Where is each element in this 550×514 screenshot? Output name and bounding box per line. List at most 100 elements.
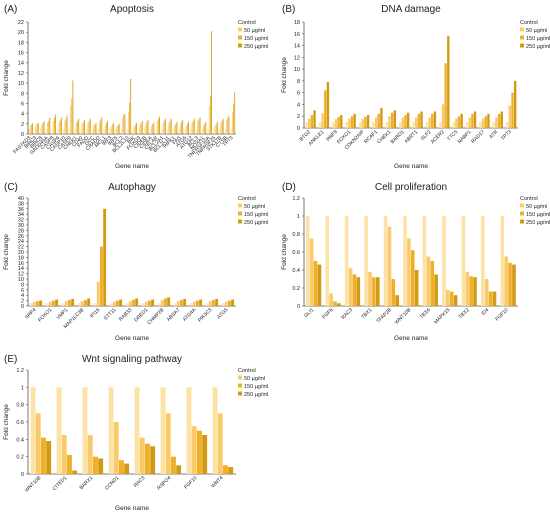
- legend-entry: 50 µg/ml: [244, 204, 265, 210]
- bar-rnf8-0: [332, 122, 335, 128]
- bar-slf2-3: [433, 111, 437, 128]
- chart-panel-0: (A) Apoptosis 0 2 4 6 8 10 12 14 16 18 20 22 Fold chan…: [3, 4, 268, 170]
- bar-bard1-2: [404, 115, 407, 128]
- bar-ripk1-1: [174, 125, 176, 134]
- bar-bik-0: [132, 128, 134, 134]
- bar-fgf6-1: [329, 293, 333, 306]
- bar-cradd-2: [100, 119, 102, 134]
- x-tick-label: RAD17: [470, 129, 486, 145]
- x-tick-label: VMP1: [56, 307, 70, 321]
- bar-bcl3-0: [196, 128, 197, 134]
- bar-fas-3: [182, 119, 184, 134]
- bar-chek1-1: [75, 122, 77, 134]
- bar-cideb-1: [145, 124, 147, 134]
- bars: [305, 216, 516, 306]
- bar-map1lc3b-3: [87, 298, 91, 306]
- bar-dcc-3: [95, 122, 97, 134]
- bar-atg5-1: [185, 125, 187, 134]
- bar-barx1-3: [98, 458, 104, 474]
- panel-label: (B): [282, 4, 295, 15]
- x-tick-label: STT11: [103, 307, 118, 322]
- bar-acer2-2: [444, 63, 447, 128]
- bar-bcl2l10-2: [129, 102, 130, 134]
- chart-panel-1: (B) DNA damage 0 2 4 6 8 10 12 14 16 18 Fold change B…: [281, 4, 550, 170]
- x-tick-label: FGF10: [183, 475, 198, 490]
- y-tick-label: 24: [18, 239, 24, 245]
- bar-chek1-3: [393, 110, 396, 128]
- bar-vmp1-2: [68, 300, 71, 306]
- legend: Control 50 µg/ml 150 µg/ml 250 µg/ml: [238, 196, 268, 226]
- panel-label: (E): [4, 354, 17, 365]
- bar-tp73-3: [513, 80, 517, 128]
- legend-entry: 150 µg/ml: [244, 212, 268, 218]
- bar-stk17b-3: [222, 118, 224, 134]
- bar-casp9-2: [71, 98, 73, 134]
- bar-casp10-0: [63, 128, 65, 134]
- bar-chek1-1: [388, 116, 391, 128]
- y-tick-label: 10: [18, 277, 24, 283]
- bar-ccnd1-2: [119, 460, 124, 474]
- legend-swatch: [520, 211, 524, 216]
- bar-irf5-1: [116, 126, 118, 134]
- chart-panel-4: (E) Wnt signaling pathway 0 0.2 0.4 0.6 0.8 1 1.…: [3, 354, 268, 512]
- y-tick-label: 1: [21, 385, 24, 391]
- bar-atg4a-3: [199, 299, 203, 306]
- bar-noxa1-0: [201, 128, 203, 134]
- bar-id4-1: [484, 279, 489, 306]
- bar-rcaf1-3: [380, 107, 383, 128]
- bar-bcl2a1-2: [163, 120, 165, 134]
- y-tick-label: 22: [18, 245, 24, 251]
- bar-casp9-0: [69, 128, 70, 134]
- y-tick-label: 34: [18, 212, 24, 218]
- bar-bcl2-3: [124, 114, 126, 134]
- bar-dcc-0: [92, 128, 93, 134]
- legend-swatch: [520, 43, 524, 48]
- bar-cdkn2aip-2: [364, 116, 367, 128]
- y-tick-label: 8: [21, 282, 24, 288]
- bar-bcl2-0: [121, 128, 122, 134]
- bar-bcl3-3: [199, 117, 201, 134]
- bar-cradd-0: [97, 128, 99, 134]
- bar-rab33-2: [132, 299, 135, 306]
- bar-ccnd1-1: [113, 422, 119, 474]
- bar-fgf10-0: [500, 216, 505, 306]
- bar-atr-3: [500, 111, 503, 128]
- bar-birc8-3: [43, 121, 45, 134]
- y-ticks: 0 2 4 6 8 10 12 14 16 18 20 22: [18, 20, 28, 138]
- bar-acer2-0: [439, 122, 442, 128]
- y-ticks: 0 0.2 0.4 0.6 0.8 1 1.2: [16, 368, 28, 478]
- legend-entry: 50 µg/ml: [244, 28, 265, 34]
- bar-rac3-3: [356, 277, 361, 306]
- bar-atg5-2: [186, 123, 188, 134]
- y-tick-label: 14: [18, 61, 24, 67]
- bar-tbx6-1: [426, 256, 431, 306]
- bar-absa7-2: [180, 300, 183, 306]
- bar-foxo3-1: [139, 124, 141, 134]
- bar-wnt10b-0: [403, 216, 407, 306]
- bar-tnfrsf25-0: [213, 128, 215, 134]
- bar-atg12-1: [191, 122, 193, 134]
- bar-fgf6-2: [333, 301, 337, 306]
- bar-birc8-1: [41, 124, 43, 134]
- bar-birc3-1: [35, 125, 37, 134]
- bar-birc3-2: [36, 123, 38, 134]
- chart-title: Apoptosis: [110, 4, 154, 15]
- y-tick-label: 0: [297, 126, 300, 132]
- bar-casp8-0: [51, 128, 53, 134]
- bar-cradd-3: [101, 117, 103, 134]
- bar-irf3-0: [109, 128, 111, 134]
- bar-gadd45a-3: [49, 117, 51, 134]
- bar-tp73-3: [234, 92, 236, 134]
- bar-rcaf1-0: [372, 122, 375, 128]
- bar-slf2-2: [431, 113, 434, 128]
- legend-entry: 50 µg/ml: [526, 204, 547, 210]
- bar-ifi16-2: [100, 246, 103, 306]
- y-tick-label: 2: [21, 299, 24, 305]
- bar-bik-2: [134, 124, 136, 134]
- bar-rab33-0: [125, 303, 129, 306]
- bar-mapk15-2: [449, 291, 454, 306]
- bar-bcl2l11-2: [169, 120, 171, 134]
- bar-casp8-3: [55, 114, 57, 134]
- bar-fadd-3: [89, 118, 91, 134]
- bar-atr-2: [497, 113, 501, 128]
